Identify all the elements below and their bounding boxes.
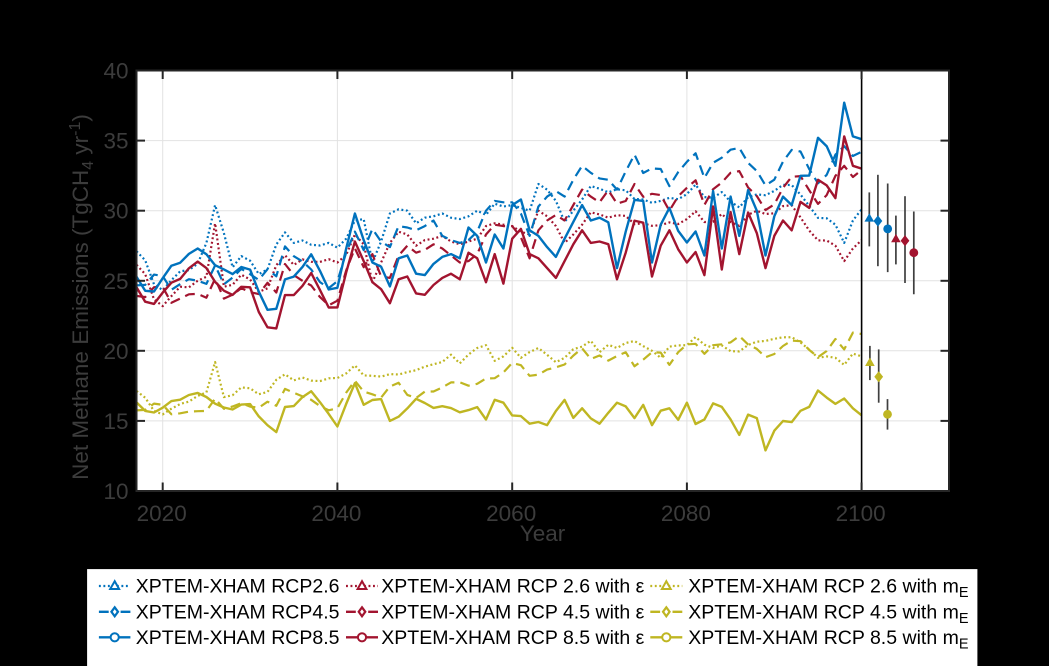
svg-text:2080: 2080 <box>661 501 711 526</box>
svg-text:2040: 2040 <box>311 501 361 526</box>
svg-text:XPTEM-XHAM RCP 4.5 with ε: XPTEM-XHAM RCP 4.5 with ε <box>381 602 644 624</box>
svg-text:XPTEM-XHAM RCP 2.6 with ε: XPTEM-XHAM RCP 2.6 with ε <box>381 576 644 598</box>
svg-text:2100: 2100 <box>836 501 886 526</box>
svg-text:XPTEM-XHAM RCP 8.5 with ε: XPTEM-XHAM RCP 8.5 with ε <box>381 627 644 649</box>
svg-text:40: 40 <box>103 59 128 84</box>
svg-text:Net Methane Emissions (TgCH4 y: Net Methane Emissions (TgCH4 yr-1) <box>67 114 97 480</box>
svg-text:XPTEM-XHAM RCP4.5: XPTEM-XHAM RCP4.5 <box>136 602 340 624</box>
svg-text:15: 15 <box>103 409 128 434</box>
svg-text:20: 20 <box>103 339 128 364</box>
svg-text:35: 35 <box>103 129 128 154</box>
svg-text:30: 30 <box>103 199 128 224</box>
svg-text:XPTEM-XHAM RCP 4.5 with mE: XPTEM-XHAM RCP 4.5 with mE <box>688 602 969 628</box>
svg-text:2060: 2060 <box>486 501 536 526</box>
svg-text:2020: 2020 <box>137 501 187 526</box>
svg-text:10: 10 <box>103 479 128 504</box>
svg-text:XPTEM-XHAM RCP 8.5 with mE: XPTEM-XHAM RCP 8.5 with mE <box>688 627 969 653</box>
svg-text:XPTEM-XHAM RCP8.5: XPTEM-XHAM RCP8.5 <box>136 627 340 649</box>
svg-text:Year: Year <box>520 521 566 546</box>
svg-text:XPTEM-XHAM RCP 2.6 with mE: XPTEM-XHAM RCP 2.6 with mE <box>688 576 969 602</box>
svg-text:25: 25 <box>103 269 128 294</box>
svg-text:XPTEM-XHAM RCP2.6: XPTEM-XHAM RCP2.6 <box>136 576 340 598</box>
